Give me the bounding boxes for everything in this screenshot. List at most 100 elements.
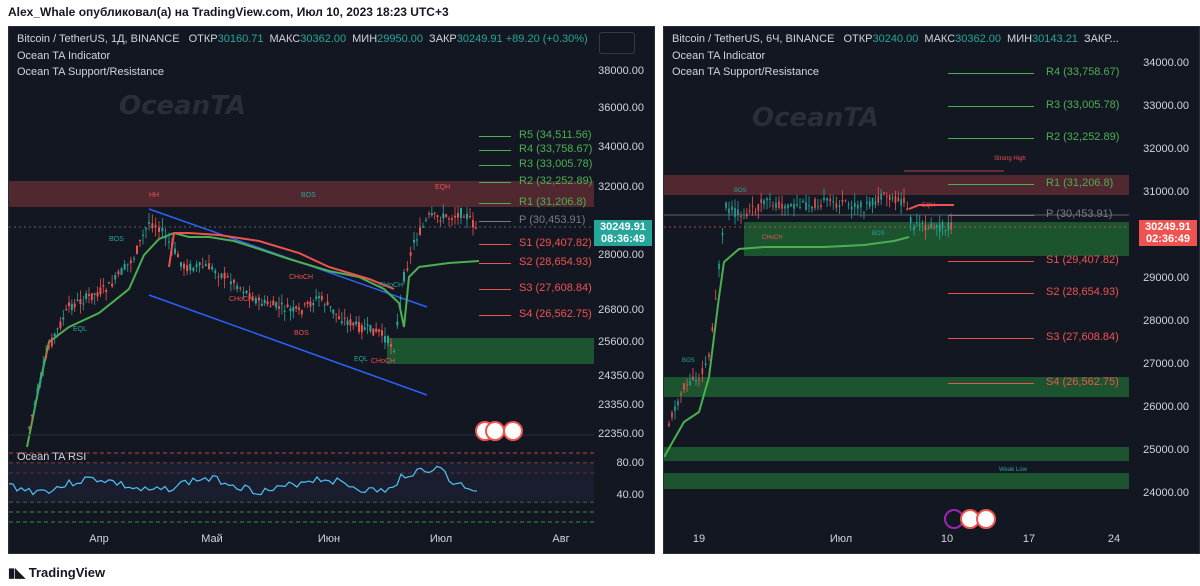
candle-body	[226, 276, 229, 278]
candle-body	[245, 290, 248, 294]
candle-body	[877, 196, 880, 203]
indicator-label[interactable]: Ocean TA Support/Resistance	[17, 66, 164, 78]
price-tick: 28000.00	[1143, 315, 1189, 327]
candle-body	[68, 302, 70, 307]
candle-body	[871, 197, 874, 206]
candle-body	[177, 254, 179, 258]
candle-body	[826, 198, 828, 201]
event-flag-icon[interactable]	[485, 421, 505, 441]
event-flag-icon[interactable]	[976, 509, 996, 529]
structure-annotation: BOS	[109, 236, 124, 243]
candle-body	[70, 303, 73, 311]
candle-body	[430, 213, 433, 216]
ohlc-key: ОТКР	[843, 33, 873, 45]
symbol-name[interactable]: Bitcoin / TetherUS, 1Д, BINANCE	[17, 33, 180, 45]
tradingview-logo[interactable]: ▮◣ TradingView	[8, 565, 105, 581]
candle-body	[868, 201, 871, 207]
event-flag-icon[interactable]	[503, 421, 523, 441]
candle-body	[186, 265, 189, 272]
candle-body	[164, 235, 167, 239]
indicator-label[interactable]: Ocean TA Indicator	[17, 50, 111, 62]
rsi-indicator-label[interactable]: Ocean TA RSI	[17, 451, 87, 463]
candle-body	[251, 296, 254, 301]
candle-body	[439, 220, 442, 222]
support-zone	[664, 473, 1129, 489]
time-tick: Июл	[429, 533, 453, 545]
candle-body	[48, 346, 50, 348]
candle-body	[363, 327, 366, 330]
candle-body	[56, 328, 59, 330]
candle-body	[466, 213, 468, 219]
candle-body	[33, 403, 36, 406]
pivot-label: R3 (33,005.78)	[1046, 99, 1120, 111]
candle-body	[701, 368, 704, 375]
candle-body	[743, 217, 745, 219]
candle-body	[387, 336, 389, 344]
structure-annotation: BOS	[734, 188, 747, 194]
price-tick: 36000.00	[598, 102, 644, 114]
structure-annotation: CHoCH	[289, 274, 313, 281]
candle-body	[419, 227, 421, 235]
candle-body	[168, 241, 170, 243]
indicator-label[interactable]: Ocean TA Indicator	[672, 50, 766, 62]
pivot-line	[948, 138, 1034, 139]
chart-options-button[interactable]	[599, 32, 635, 54]
candle-body	[50, 337, 53, 347]
pivot-label: R1 (31,206.8)	[519, 196, 587, 208]
candle-body	[263, 299, 266, 304]
pivot-line	[948, 383, 1034, 384]
candle-body	[802, 200, 804, 203]
candle-body	[751, 205, 754, 207]
candle-body	[275, 302, 278, 308]
6h-chart-panel[interactable]: Strong High BOS EQH CHoCH BOS BOS Weak Low Oce…	[663, 26, 1200, 554]
ohlc-value: 30160.71	[217, 33, 264, 45]
candle-body	[772, 205, 774, 207]
candle-body	[832, 201, 835, 203]
pivot-line	[479, 289, 511, 290]
pivot-label: S3 (27,608.84)	[519, 282, 592, 294]
candle-body	[857, 204, 859, 209]
structure-annotation: EQH	[435, 184, 450, 191]
pivot-line	[948, 261, 1034, 262]
candle-body	[266, 301, 269, 305]
candle-body	[239, 287, 242, 289]
candle-body	[171, 242, 173, 246]
price-axis[interactable]: 34000.0033000.0032000.0031000.0030000.00…	[1135, 27, 1199, 553]
ohlc-key: ЗАКР...	[1083, 33, 1119, 45]
candle-body	[704, 363, 707, 366]
candle-body	[286, 304, 289, 308]
candle-body	[99, 287, 102, 295]
price-axis[interactable]: 38000.00 36000.00 34000.00 32000.00 28000.00…	[590, 27, 654, 553]
candle-body	[133, 258, 135, 260]
candle-body	[787, 204, 789, 208]
candle-body	[298, 307, 300, 310]
candle-body	[817, 206, 819, 208]
indicator-label[interactable]: Ocean TA Support/Resistance	[672, 66, 819, 78]
pivot-label: R4 (33,758.67)	[1046, 66, 1120, 78]
candle-body	[433, 212, 436, 214]
candle-body	[220, 273, 223, 278]
support-zone	[664, 447, 1129, 461]
candle-body	[933, 227, 935, 229]
structure-annotation: EQL	[354, 356, 368, 363]
candle-body	[422, 226, 424, 228]
candle-body	[269, 305, 272, 307]
candle-body	[853, 202, 856, 208]
daily-chart-panel[interactable]: HH BOS EQH BOS EQL CHoCH CHoCH CHoCH BOS EQL CHoCH…	[8, 26, 655, 554]
candle-body	[174, 248, 176, 254]
candle-body	[725, 202, 727, 208]
ohlc-key: МИН	[1007, 33, 1033, 45]
candle-body	[944, 230, 947, 232]
6h-chart-canvas[interactable]: Strong High BOS EQH CHoCH BOS BOS Weak Low	[664, 27, 1199, 553]
candle-body	[236, 285, 239, 290]
candle-body	[79, 298, 82, 304]
symbol-name[interactable]: Bitcoin / TetherUS, 6Ч, BINANCE	[672, 33, 835, 45]
candle-body	[312, 303, 315, 306]
trailing-support-line	[664, 236, 910, 458]
candle-body	[318, 296, 320, 299]
support-zone	[664, 377, 1129, 397]
pivot-label: R3 (33,005.78)	[519, 158, 593, 170]
pivot-label: S3 (27,608.84)	[1046, 331, 1119, 343]
structure-annotation: BOS	[301, 192, 316, 199]
